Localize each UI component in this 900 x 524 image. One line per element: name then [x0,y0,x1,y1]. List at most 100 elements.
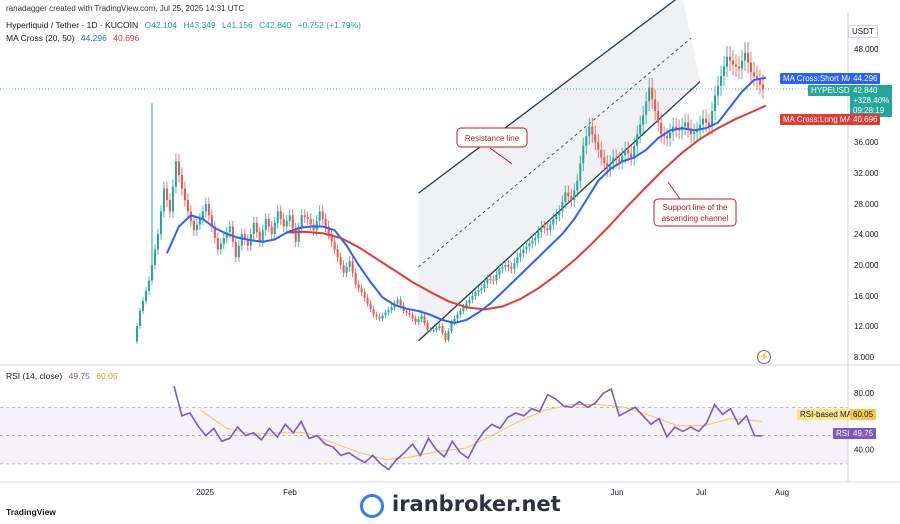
candle-body [687,122,690,129]
ma-legend[interactable]: MA Cross (20, 50) 44.296 40.696 [6,33,143,43]
candle-body [516,257,519,264]
candle-body [618,159,621,162]
support-pointer [667,181,681,200]
candle-body [357,284,360,289]
candle-body [309,219,312,225]
candle-body [153,249,156,265]
candle-body [755,76,758,80]
resistance-callout-box [456,127,528,148]
candle-body [177,161,180,175]
candle-body [591,126,594,135]
candle-body [489,278,492,280]
rsi-legend[interactable]: RSI (14, close) 49.75 60.05 [6,371,122,381]
candle-body [273,222,276,234]
candle-body [186,200,189,212]
candle-body [321,211,324,219]
candle-body [255,222,258,233]
candle-body [162,188,165,212]
candle-body [597,142,600,150]
candle-body [528,243,531,247]
rsi-tick-label: 40.00 [854,446,875,455]
candle-body [447,331,450,340]
candle-body [270,226,273,234]
candle-body [729,56,732,61]
y-tick-label: 24.000 [854,230,879,239]
candle-body [405,311,408,313]
candle-body [552,219,555,225]
ma-legend-label: MA Cross (20, 50) [6,33,75,43]
candle-body [720,76,723,86]
y-tick-label: 20.000 [854,261,879,270]
candle-body [171,186,174,212]
candle-body [258,232,261,242]
candle-body [366,297,369,304]
rsi-ma-legend-value: 60.05 [96,371,118,381]
short-ma-tag: MA Cross:Short MA [780,73,857,84]
candle-body [477,290,480,293]
candle-body [498,268,501,275]
candle-body [267,219,270,227]
candle-body [743,52,746,61]
candle-body [384,312,387,316]
candle-body [633,145,636,158]
candle-body [420,316,423,320]
candle-body [606,163,609,170]
rsi-line [173,385,763,471]
candle-body [645,101,648,115]
candle-body [276,211,279,223]
candle-body [561,202,564,212]
candle-body [513,263,516,269]
candle-body [240,234,243,246]
candle-body [564,192,567,203]
candle-body [396,299,399,304]
x-tick-label: Jun [611,488,624,497]
candle-body [432,329,435,331]
candle-body [438,326,441,328]
candle-body [465,303,468,308]
candle-body [342,265,345,273]
currency-badge[interactable]: USDT [848,25,878,38]
candle-body [546,228,549,231]
candle-body [525,246,528,250]
symbol-line: Hyperliquid / Tether · 1D · KUCOIN O42.1… [6,20,365,30]
candle-body [294,228,297,242]
channel-fill [418,0,701,341]
candle-body [261,230,264,242]
support-callout-box [653,198,737,227]
candle-body [534,237,537,241]
candle-body [543,226,546,229]
support-callout-text-2: ascending channel [662,214,729,223]
candle-body [198,219,201,225]
candle-body [462,307,465,311]
candle-body [441,326,444,333]
candle-body [519,253,522,258]
resistance-callout-text: Resistance line [465,134,520,143]
candle-body [705,118,708,123]
lightning-icon[interactable]: ⚡ [757,350,771,364]
candle-body [624,149,627,156]
candle-body [333,241,336,250]
candle-body [390,307,393,310]
candle-body [648,87,651,102]
candle-body [761,84,764,90]
close-value: C42.840 [259,20,292,30]
symbol-tag: HYPEUSDT [808,85,858,96]
x-tick-label: Jul [696,488,706,497]
candle-body [423,316,426,323]
candle-body [207,204,210,216]
candle-body [144,290,147,301]
short-ma-line [165,76,767,325]
rsi-ma-tag: RSI-based MA [797,409,856,420]
candle-body [576,180,579,191]
watermark-text: iranbroker.net [392,492,561,516]
tradingview-logo[interactable]: TradingView [6,507,56,517]
candle-body [324,219,327,227]
candle-body [654,99,657,111]
candle-body [264,219,267,231]
candle-body [594,134,597,142]
candle-body [183,188,186,201]
candle-body [492,279,495,281]
candle-body [693,132,696,135]
candle-body [486,278,489,284]
